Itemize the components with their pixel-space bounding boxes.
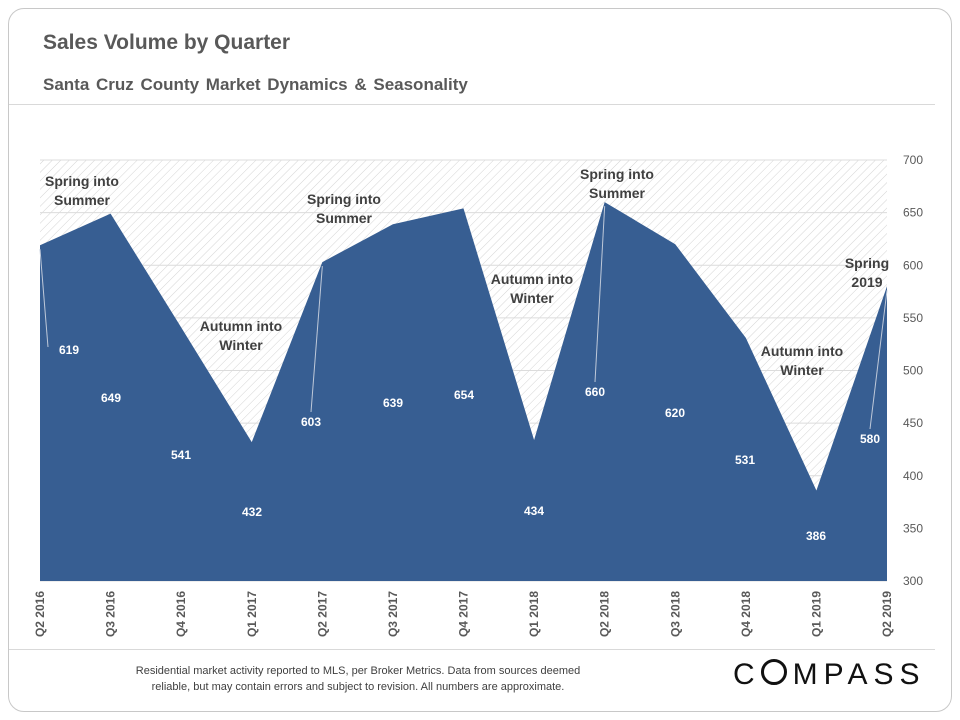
annotation-label: Spring into — [580, 166, 654, 182]
x-tick-label: Q2 2018 — [598, 591, 612, 637]
annotation-label: Spring into — [45, 173, 119, 189]
data-label: 432 — [242, 505, 262, 519]
y-tick-label: 300 — [903, 574, 923, 588]
y-tick-label: 650 — [903, 206, 923, 220]
x-tick-label: Q3 2018 — [668, 591, 682, 637]
leader-line — [310, 266, 323, 413]
leader-line — [869, 290, 888, 430]
compass-logo: C MPASS — [733, 658, 925, 692]
x-tick-label: Q2 2016 — [33, 591, 47, 637]
y-tick-label: 350 — [903, 521, 923, 535]
annotation-label: Autumn into — [761, 343, 843, 359]
chart-title: Sales Volume by Quarter — [43, 31, 291, 54]
data-label: 649 — [101, 391, 121, 405]
annotation-label: Summer — [54, 192, 111, 208]
y-tick-label: 600 — [903, 258, 923, 272]
annotation-label: 2019 — [851, 274, 882, 290]
data-label: 639 — [383, 396, 403, 410]
logo-text-rest: MPASS — [792, 658, 926, 691]
annotation-label: Autumn into — [200, 318, 282, 334]
x-tick-label: Q3 2016 — [104, 591, 118, 637]
data-label: 434 — [524, 504, 544, 518]
y-tick-label: 700 — [903, 153, 923, 167]
logo-ring-icon — [760, 659, 787, 685]
data-label: 386 — [806, 529, 826, 543]
leader-line — [39, 249, 49, 348]
data-label: 580 — [860, 432, 880, 446]
data-label: 531 — [735, 453, 755, 467]
data-label: 541 — [171, 448, 191, 462]
data-label: 603 — [301, 415, 321, 429]
y-tick-label: 500 — [903, 364, 923, 378]
data-label: 619 — [59, 343, 79, 357]
data-label: 660 — [585, 385, 605, 399]
plot-area-frame — [9, 104, 935, 650]
chart-subtitle: Santa Cruz County Market Dynamics & Seas… — [43, 75, 468, 94]
annotation-label: Winter — [510, 290, 554, 306]
annotation-label: Autumn into — [491, 271, 573, 287]
logo-letter-c: C — [733, 658, 761, 691]
annotation-label: Winter — [219, 337, 263, 353]
footnote-line-2: reliable, but may contain errors and sub… — [151, 681, 565, 693]
x-tick-label: Q2 2017 — [315, 591, 329, 637]
sales-area — [40, 202, 887, 581]
x-tick-label: Q4 2018 — [739, 591, 753, 637]
y-tick-label: 450 — [903, 416, 923, 430]
x-tick-label: Q4 2017 — [457, 591, 471, 637]
data-label: 620 — [665, 406, 685, 420]
x-tick-label: Q3 2017 — [386, 591, 400, 637]
x-tick-label: Q4 2016 — [174, 591, 188, 637]
x-tick-label: Q1 2019 — [809, 591, 823, 637]
y-tick-label: 550 — [903, 311, 923, 325]
annotation-label: Summer — [589, 185, 646, 201]
footnote-line-1: Residential market activity reported to … — [135, 665, 581, 677]
x-tick-label: Q1 2018 — [527, 591, 541, 637]
footnote: Residential market activity reported to … — [90, 663, 626, 695]
annotation-label: Winter — [780, 362, 824, 378]
y-tick-label: 400 — [903, 469, 923, 483]
annotation-label: Summer — [316, 210, 373, 226]
x-tick-label: Q2 2019 — [880, 591, 894, 637]
annotation-label: Spring — [845, 255, 889, 271]
x-tick-label: Q1 2017 — [245, 591, 259, 637]
leader-line — [594, 206, 606, 383]
annotation-label: Spring into — [307, 191, 381, 207]
data-label: 654 — [454, 388, 474, 402]
